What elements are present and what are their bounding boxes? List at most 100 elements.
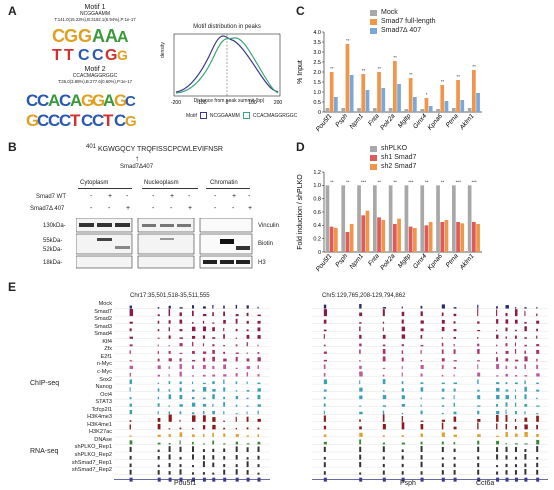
signal-peak [401, 395, 405, 400]
signal-peak [157, 374, 160, 377]
signal-peak [514, 359, 519, 362]
svg-text:G: G [114, 91, 127, 110]
signal-peak [257, 357, 261, 362]
signal-peak [235, 413, 238, 415]
mark-minus: - [152, 205, 155, 212]
motif1-title: Motif 1 [84, 4, 106, 11]
signal-peak [323, 415, 326, 422]
y-axis-label: Fold induction / shPLKO [297, 174, 304, 250]
signal-peak [420, 311, 423, 317]
legend-item: sh1 Smad7 [370, 153, 416, 162]
bar [365, 210, 370, 252]
mark-minus: - [170, 205, 173, 212]
bar [408, 78, 413, 112]
signal-peak [223, 396, 226, 400]
signal-peak [223, 387, 226, 392]
signal-peak [223, 351, 226, 354]
sig-label: ** [393, 55, 397, 60]
sig-label: ** [330, 179, 334, 184]
signal-peak [157, 388, 160, 392]
signal-peak [524, 432, 528, 437]
signal-peak [514, 366, 517, 369]
sig-label: *** [471, 179, 477, 184]
signal-peak [235, 441, 239, 445]
signal-peak [192, 454, 194, 460]
signal-peak [129, 409, 133, 415]
blot-h3: H3 [258, 260, 266, 266]
gene-psph: Psph [400, 480, 416, 487]
signal-peak [359, 312, 363, 317]
signal-peak [246, 358, 250, 362]
y-tick-label: 0 [318, 110, 321, 116]
signal-peak [453, 434, 457, 437]
signal-peak [420, 305, 423, 309]
signal-peak [257, 382, 261, 385]
track-names: Mock Smad7 Smad2 Smad3 Smad4 Klf4 Zfx E2f1 n-Myc… [62, 301, 112, 477]
signal-peak [441, 463, 444, 468]
signal-peak [453, 313, 457, 317]
bar [388, 108, 393, 112]
signal-peak [323, 403, 326, 407]
bar [428, 106, 433, 112]
signal-peak [401, 415, 403, 422]
signal-peak [420, 328, 424, 332]
bar [397, 84, 401, 112]
signal-peak [246, 447, 249, 452]
rnaseq-label: RNA-seq [30, 448, 59, 455]
signal-peak [246, 461, 249, 468]
signal-peak [192, 397, 195, 400]
signal-peak [441, 457, 444, 460]
signal-peak [129, 372, 132, 377]
x-tick-label: Kpna6 [427, 252, 445, 271]
gene-pou5f1: Pou5f1 [174, 480, 197, 487]
protein-seq: KGWGQCY TRQFISSCPCWLEVIFNSR [98, 146, 223, 153]
track-label: Smad2 [94, 316, 112, 323]
signal-peak [157, 464, 160, 468]
signal-peak [514, 319, 518, 324]
legend-label: Smad7∆ 407 [381, 27, 422, 34]
signal-peak [514, 456, 517, 460]
sig-label: * [426, 92, 428, 97]
bar [372, 185, 377, 252]
signal-peak [524, 321, 527, 324]
signal-peak [202, 343, 205, 347]
signal-peak [202, 403, 207, 407]
sig-label: ** [378, 179, 382, 184]
legend-swatch [370, 18, 377, 25]
frac-cytoplasm: Cytoplasm [80, 180, 109, 186]
signal-peak [382, 334, 386, 339]
signal-peak [212, 356, 215, 362]
signal-peak [441, 304, 445, 309]
track-label: E2f1 [100, 353, 112, 360]
legend-item: Mock [370, 8, 435, 17]
signal-peak [257, 434, 260, 437]
signal-peak [157, 456, 160, 460]
signal-peak [514, 395, 517, 400]
signal-peak [496, 357, 499, 362]
western-blots [76, 218, 253, 269]
bar [404, 185, 409, 252]
exon [168, 477, 172, 482]
sig-label: ** [441, 179, 445, 184]
bar [377, 217, 381, 252]
signal-peak [179, 427, 182, 430]
motif1-logo: C G G A A A T T C C G G [52, 26, 129, 64]
signal-peak [223, 311, 226, 317]
signal-peak [382, 442, 385, 445]
signal-peak [359, 387, 363, 392]
signal-peak [524, 307, 527, 309]
signal-peak [323, 304, 327, 309]
signal-peak [382, 309, 385, 317]
x-tick-label: Npm1 [349, 112, 366, 130]
bar [372, 108, 377, 112]
signal-peak [202, 449, 205, 452]
signal-peak [524, 443, 528, 445]
y-tick-label: 0 [318, 250, 321, 256]
signal-peak [212, 424, 216, 430]
gene-cct6a: Cct6a [476, 480, 495, 487]
signal-peak [536, 469, 539, 475]
signal-peak [157, 344, 159, 347]
signal-peak [168, 389, 171, 392]
signal-peak [168, 443, 171, 445]
legend-label: sh1 Smad7 [381, 154, 417, 161]
